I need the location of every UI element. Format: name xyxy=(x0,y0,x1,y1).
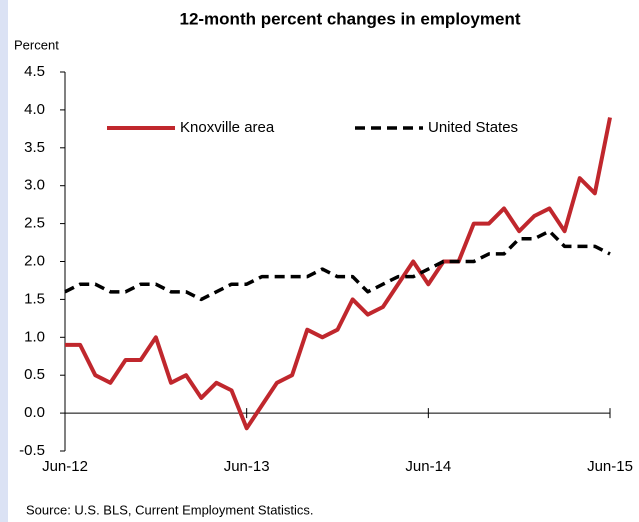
source-note: Source: U.S. BLS, Current Employment Sta… xyxy=(26,502,314,517)
y-tick-label: 0.0 xyxy=(24,404,45,421)
y-tick-label: 1.5 xyxy=(24,290,45,307)
series-line xyxy=(65,117,612,431)
x-tick-label: Jun-12 xyxy=(42,458,88,475)
y-tick-label: 3.5 xyxy=(24,139,45,156)
chart-title: 12-month percent changes in employment xyxy=(179,9,520,28)
y-tick-label: 2.0 xyxy=(24,252,45,269)
y-tick-label: 3.0 xyxy=(24,177,45,194)
y-tick-label: 4.0 xyxy=(24,101,45,118)
x-tick-label: Jun-13 xyxy=(224,458,270,475)
y-tick-label: 0.5 xyxy=(24,366,45,383)
y-tick-label: 4.5 xyxy=(24,63,45,80)
y-tick-label: -0.5 xyxy=(19,442,45,459)
panel xyxy=(8,0,639,522)
legend-label: Knoxville area xyxy=(180,119,275,136)
y-tick-label: 2.5 xyxy=(24,215,45,232)
series-line xyxy=(64,229,611,302)
y-tick-label: 1.0 xyxy=(24,328,45,345)
y-axis-label: Percent xyxy=(14,37,59,52)
legend-label: United States xyxy=(428,119,518,136)
x-tick-label: Jun-15 xyxy=(587,458,633,475)
x-tick-label: Jun-14 xyxy=(405,458,451,475)
